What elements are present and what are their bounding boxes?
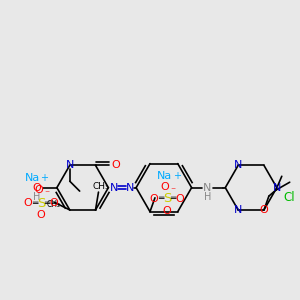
Text: N: N bbox=[273, 183, 281, 193]
Text: O: O bbox=[50, 198, 58, 208]
Text: H: H bbox=[33, 192, 41, 202]
Text: N: N bbox=[126, 183, 134, 193]
Text: +: + bbox=[173, 171, 181, 181]
Text: ⁻: ⁻ bbox=[170, 186, 175, 196]
Text: O: O bbox=[160, 182, 169, 192]
Text: O: O bbox=[33, 183, 41, 193]
Text: O: O bbox=[24, 198, 32, 208]
Text: Na: Na bbox=[157, 171, 172, 181]
Text: N: N bbox=[234, 160, 242, 170]
Text: Cl: Cl bbox=[283, 191, 295, 204]
Text: N: N bbox=[110, 183, 118, 193]
Text: N: N bbox=[203, 183, 212, 193]
Text: N: N bbox=[234, 205, 242, 215]
Text: ═: ═ bbox=[170, 194, 176, 203]
Text: O: O bbox=[111, 160, 120, 170]
Text: S: S bbox=[37, 196, 45, 209]
Text: H: H bbox=[204, 192, 211, 202]
Text: Na: Na bbox=[25, 173, 40, 183]
Text: ═: ═ bbox=[44, 199, 50, 208]
Text: ⁻: ⁻ bbox=[44, 189, 50, 199]
Text: O: O bbox=[35, 185, 44, 195]
Text: O: O bbox=[163, 206, 171, 216]
Text: ═: ═ bbox=[158, 194, 164, 203]
Text: ═: ═ bbox=[32, 199, 38, 208]
Text: O: O bbox=[37, 210, 45, 220]
Text: S: S bbox=[163, 192, 171, 205]
Text: CH₂: CH₂ bbox=[47, 200, 61, 208]
Text: O: O bbox=[260, 205, 268, 215]
Text: N: N bbox=[66, 160, 74, 170]
Text: CH₃: CH₃ bbox=[92, 182, 109, 191]
Text: O: O bbox=[150, 194, 158, 204]
Text: O: O bbox=[175, 194, 184, 204]
Text: +: + bbox=[40, 173, 48, 183]
